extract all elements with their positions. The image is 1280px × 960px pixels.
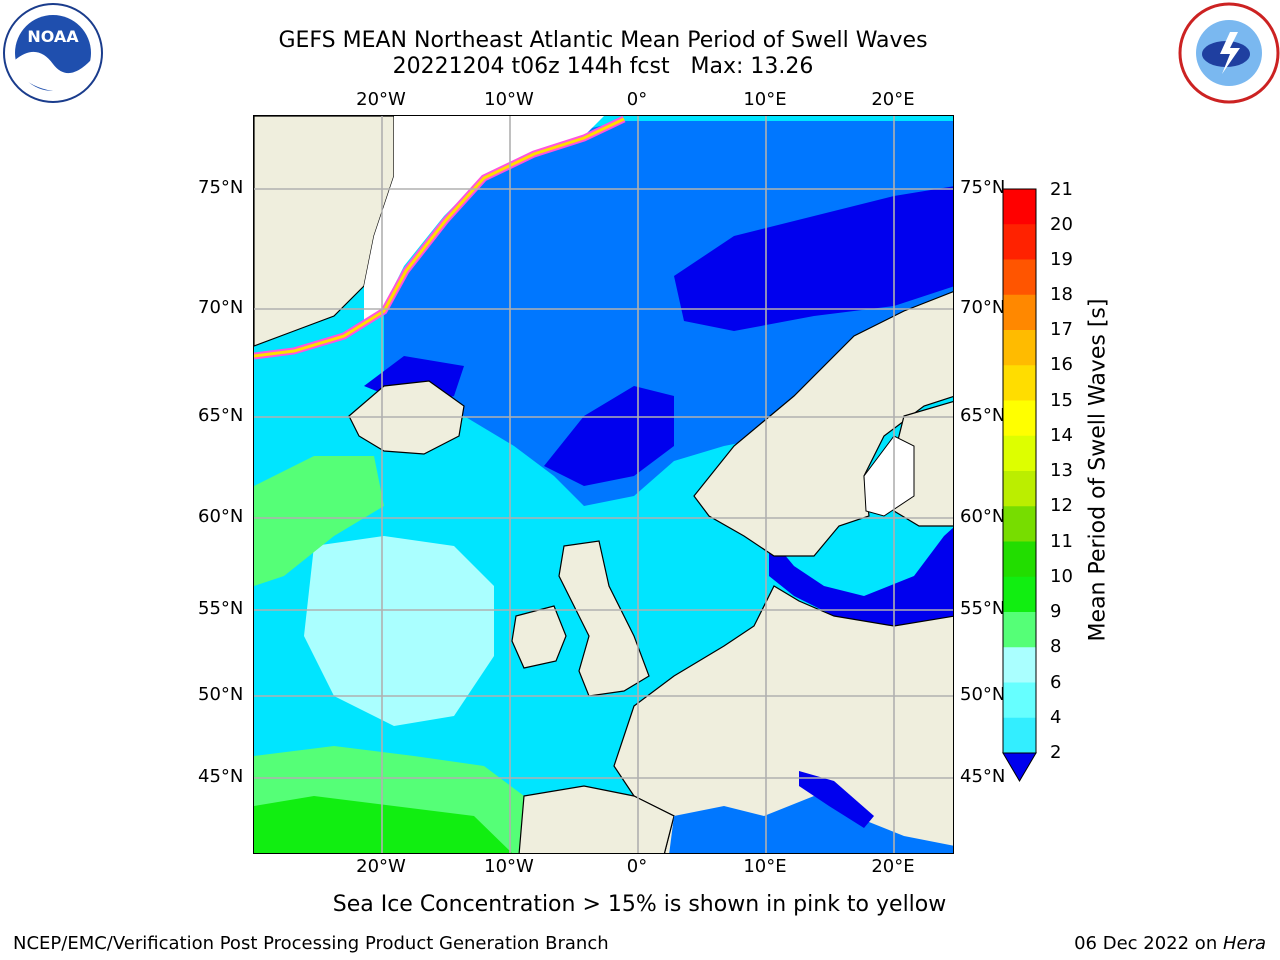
lat-label-left: 60°N (198, 506, 244, 527)
colorbar-outline (1002, 188, 1037, 754)
sea-mediterranean (669, 796, 953, 853)
footer-date: 06 Dec 2022 on Hera (1074, 933, 1266, 954)
lat-label-right: 45°N (960, 766, 1006, 787)
lat-label-left: 75°N (198, 177, 244, 198)
lon-label-top: 20°E (871, 89, 915, 110)
lon-label-bottom: 0° (626, 856, 648, 877)
lat-label-right: 50°N (960, 684, 1006, 705)
colorbar-title: Mean Period of Swell Waves [s] (1085, 298, 1111, 642)
lat-label-left: 65°N (198, 405, 244, 426)
swell-band-below-2 (769, 527, 953, 626)
lat-label-left: 70°N (198, 297, 244, 318)
noaa-logo-text: NOAA (27, 27, 79, 46)
lat-label-left: 50°N (198, 684, 244, 705)
colorbar-tick: 20 (1050, 214, 1073, 235)
colorbar-segment (1003, 471, 1036, 507)
colorbar-segment (1003, 717, 1036, 754)
lon-label-top: 10°E (743, 89, 787, 110)
colorbar-tick: 9 (1050, 601, 1062, 622)
colorbar-segment (1003, 365, 1036, 401)
swell-band-9-10 (254, 456, 384, 586)
land-ireland (511, 605, 567, 669)
colorbar-segment (1003, 330, 1036, 366)
footer-date-text: 06 Dec 2022 on (1074, 933, 1223, 954)
colorbar-tick: 2 (1050, 742, 1062, 763)
colorbar-segment (1003, 506, 1036, 542)
swell-band-below-2 (674, 186, 953, 331)
noaa-logo: NOAA (2, 2, 104, 104)
map-panel (253, 115, 954, 854)
colorbar-segment (1003, 259, 1036, 296)
colorbar-tick: 4 (1050, 707, 1062, 728)
swell-band-10-11 (254, 796, 512, 853)
colorbar-segment (1003, 541, 1036, 578)
lat-label-right: 75°N (960, 177, 1006, 198)
footer-credit: NCEP/EMC/Verification Post Processing Pr… (13, 933, 609, 954)
footer-machine: Hera (1222, 933, 1266, 954)
lon-label-bottom: 20°W (356, 856, 406, 877)
lon-label-top: 20°W (356, 89, 406, 110)
lat-label-right: 70°N (960, 297, 1006, 318)
lon-label-bottom: 10°E (743, 856, 787, 877)
colorbar-tick: 13 (1050, 460, 1073, 481)
colorbar-tick: 21 (1050, 179, 1073, 200)
colorbar-tick: 18 (1050, 284, 1073, 305)
lon-label-top: 0° (626, 89, 648, 110)
sea-adriatic (799, 771, 874, 828)
sea-ice-edge (254, 117, 625, 358)
nws-logo (1178, 2, 1280, 104)
colorbar-segment (1003, 576, 1036, 613)
colorbar-segment (1003, 294, 1036, 331)
land-europe (613, 585, 953, 853)
colorbar-tick: 12 (1050, 495, 1073, 516)
colorbar-segment (1003, 400, 1036, 437)
colorbar-tick: 19 (1050, 249, 1073, 270)
colorbar-segment (1003, 682, 1036, 719)
colorbar-tick: 10 (1050, 566, 1073, 587)
colorbar-tick: 8 (1050, 636, 1062, 657)
colorbar-segment (1003, 647, 1036, 683)
land-great-britain (558, 540, 650, 697)
swell-band-below-2 (544, 386, 674, 486)
swell-band-8-9 (304, 536, 494, 726)
colorbar (1002, 188, 1037, 782)
colorbar-tick: 17 (1050, 319, 1073, 340)
lat-label-right: 60°N (960, 506, 1006, 527)
colorbar-segment (1003, 435, 1036, 472)
map-grid (254, 116, 953, 853)
lat-label-right: 55°N (960, 598, 1006, 619)
lon-label-bottom: 10°W (484, 856, 534, 877)
sea-ice (364, 116, 604, 326)
lat-label-left: 55°N (198, 598, 244, 619)
colorbar-tick: 11 (1050, 531, 1073, 552)
colorbar-tick: 6 (1050, 672, 1062, 693)
colorbar-segment (1003, 189, 1036, 225)
lat-label-right: 65°N (960, 405, 1006, 426)
lon-label-top: 10°W (484, 89, 534, 110)
caption: Sea Ice Concentration > 15% is shown in … (332, 892, 947, 917)
lat-label-left: 45°N (198, 766, 244, 787)
chart-title: GEFS MEAN Northeast Atlantic Mean Period… (278, 28, 928, 53)
chart-subtitle: 20221204 t06z 144h fcst Max: 13.26 (392, 54, 814, 79)
colorbar-tick: 14 (1050, 425, 1073, 446)
land-scandinavia (693, 291, 953, 557)
lon-label-bottom: 20°E (871, 856, 915, 877)
colorbar-segment (1003, 224, 1036, 260)
colorbar-segment (1003, 612, 1036, 648)
colorbar-extend-arrow (1002, 752, 1037, 782)
colorbar-tick: 16 (1050, 354, 1073, 375)
colorbar-tick: 15 (1050, 390, 1073, 411)
